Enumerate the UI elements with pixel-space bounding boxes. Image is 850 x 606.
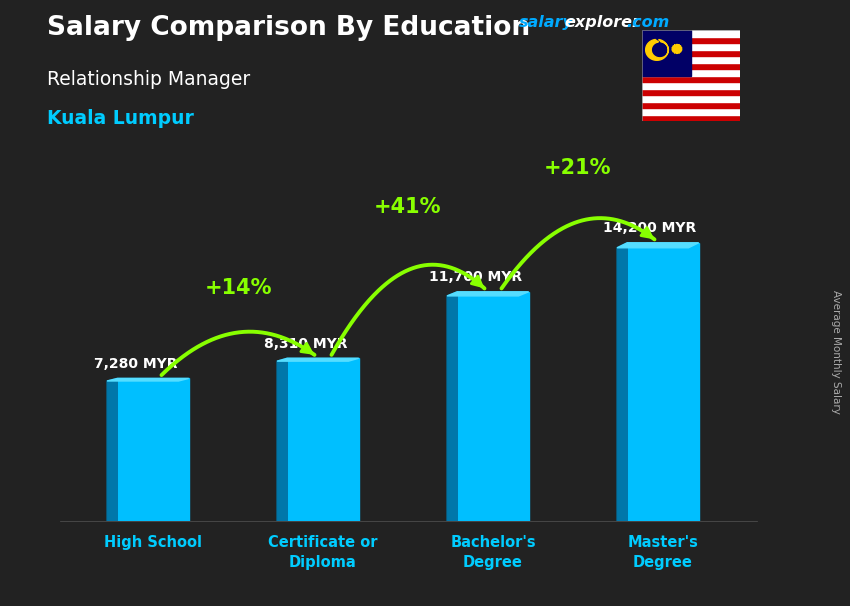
Polygon shape — [277, 358, 287, 521]
Bar — [642, 43, 740, 50]
Text: explorer: explorer — [564, 15, 640, 30]
Text: 14,200 MYR: 14,200 MYR — [603, 221, 696, 235]
Polygon shape — [627, 243, 699, 521]
Polygon shape — [617, 243, 627, 521]
Text: .com: .com — [626, 15, 670, 30]
Bar — [642, 69, 740, 76]
Bar — [642, 108, 740, 115]
Polygon shape — [277, 358, 359, 361]
Text: +14%: +14% — [204, 278, 272, 298]
Polygon shape — [117, 378, 189, 521]
Polygon shape — [447, 291, 457, 521]
Bar — [642, 95, 740, 102]
Text: 11,700 MYR: 11,700 MYR — [429, 270, 523, 284]
Text: Average Monthly Salary: Average Monthly Salary — [830, 290, 841, 413]
Bar — [642, 37, 740, 43]
Text: Kuala Lumpur: Kuala Lumpur — [47, 109, 194, 128]
Polygon shape — [107, 378, 117, 521]
Polygon shape — [447, 291, 529, 296]
Bar — [642, 115, 740, 121]
Polygon shape — [672, 44, 683, 54]
Text: Salary Comparison By Education: Salary Comparison By Education — [47, 15, 530, 41]
Bar — [642, 30, 690, 76]
Text: +41%: +41% — [374, 197, 442, 217]
Polygon shape — [457, 291, 529, 521]
Text: +21%: +21% — [544, 158, 612, 178]
Text: 7,280 MYR: 7,280 MYR — [94, 357, 178, 371]
Polygon shape — [646, 39, 668, 60]
Polygon shape — [287, 358, 359, 521]
Bar — [642, 63, 740, 69]
Bar — [642, 30, 740, 37]
Bar — [642, 56, 740, 63]
Bar — [642, 88, 740, 95]
Bar — [642, 82, 740, 88]
Bar — [642, 102, 740, 108]
Bar — [642, 76, 740, 82]
Polygon shape — [617, 243, 699, 248]
Text: Relationship Manager: Relationship Manager — [47, 70, 250, 88]
Bar — [642, 50, 740, 56]
Text: 8,310 MYR: 8,310 MYR — [264, 337, 348, 351]
Text: salary: salary — [518, 15, 573, 30]
Polygon shape — [107, 378, 189, 381]
